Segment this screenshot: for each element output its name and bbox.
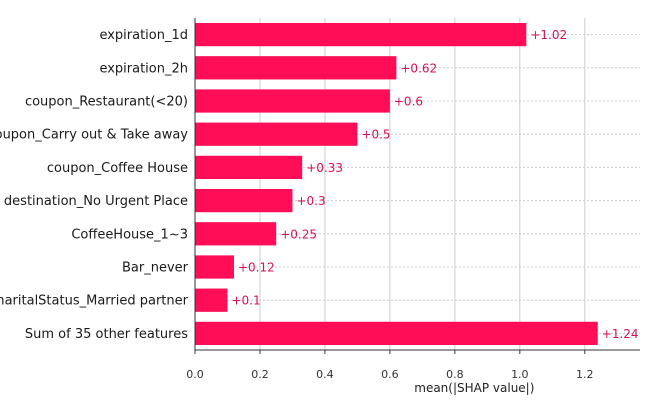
x-tick-label: 0.8 bbox=[446, 368, 464, 381]
category-label: maritalStatus_Married partner bbox=[0, 294, 189, 309]
x-tick-label: 1.2 bbox=[576, 368, 594, 381]
x-tick-label: 0.4 bbox=[316, 368, 334, 381]
bar bbox=[195, 321, 598, 346]
category-label: expiration_2h bbox=[99, 61, 188, 76]
value-label: +0.6 bbox=[394, 95, 423, 109]
category-label: Bar_never bbox=[122, 261, 189, 276]
value-label: +0.62 bbox=[400, 61, 437, 75]
bar bbox=[195, 155, 303, 180]
bar bbox=[195, 56, 397, 80]
x-tick-label: 0.2 bbox=[251, 368, 269, 381]
value-label: +0.25 bbox=[280, 227, 317, 241]
category-label: expiration_1d bbox=[99, 28, 188, 43]
bar bbox=[195, 188, 293, 213]
value-label: +0.12 bbox=[238, 261, 275, 275]
value-labels: +1.02 +0.62 +0.6 +0.5 +0.33 +0.3 +0.25 +0.12 +0.… bbox=[231, 28, 638, 341]
category-label: CoffeeHouse_1~3 bbox=[71, 227, 188, 242]
x-tick-label: 0.0 bbox=[186, 368, 204, 381]
bars bbox=[195, 22, 598, 346]
category-label: coupon_Carry out & Take away bbox=[0, 128, 188, 143]
bar bbox=[195, 288, 228, 312]
value-label: +0.33 bbox=[306, 161, 343, 175]
category-labels: expiration_1d expiration_2h coupon_Restaur… bbox=[0, 28, 189, 342]
category-label: destination_No Urgent Place bbox=[4, 194, 188, 209]
bar bbox=[195, 222, 277, 246]
value-label: +0.3 bbox=[296, 194, 325, 208]
value-label: +1.24 bbox=[602, 327, 639, 341]
x-tick-label: 1.0 bbox=[511, 368, 529, 381]
x-axis-title: mean(|SHAP value|) bbox=[414, 381, 534, 395]
category-label: coupon_Restaurant(<20) bbox=[25, 95, 188, 110]
bar bbox=[195, 22, 527, 47]
x-tick-label: 0.6 bbox=[381, 368, 399, 381]
category-label: Sum of 35 other features bbox=[25, 327, 188, 342]
bar bbox=[195, 122, 358, 146]
value-label: +0.1 bbox=[231, 294, 260, 308]
category-label: coupon_Coffee House bbox=[47, 161, 188, 176]
value-label: +1.02 bbox=[530, 28, 567, 42]
bar bbox=[195, 255, 234, 279]
value-label: +0.5 bbox=[361, 128, 390, 142]
bar bbox=[195, 89, 390, 113]
x-ticks: 0.0 0.2 0.4 0.6 0.8 1.0 1.2 bbox=[186, 350, 594, 381]
